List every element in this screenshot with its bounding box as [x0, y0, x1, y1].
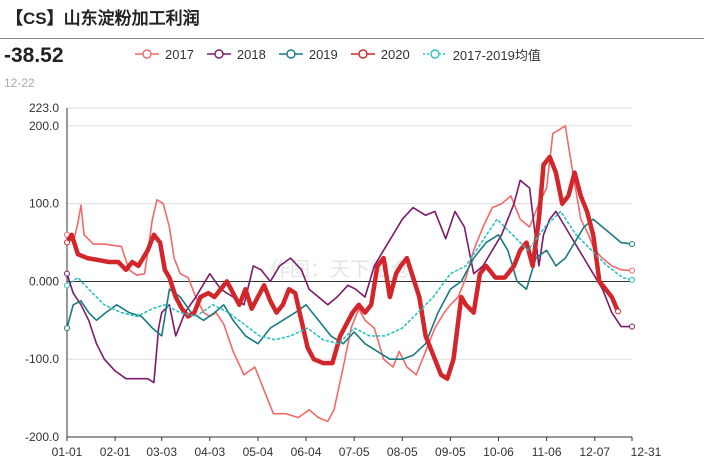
x-tick-label: 09-05: [435, 445, 466, 459]
legend-swatch-icon: [135, 49, 159, 59]
legend-item[interactable]: 2017-2019均值: [422, 45, 541, 64]
latest-date: 12-22: [4, 76, 35, 90]
series-2020: [64, 154, 622, 381]
legend-item[interactable]: 2018: [206, 47, 266, 62]
x-tick-label: 01-01: [52, 445, 83, 459]
series-line: [64, 154, 621, 381]
latest-value: -38.52: [4, 44, 64, 67]
y-tick-label: 200.0: [29, 119, 59, 133]
y-tick-label: 100.0: [29, 197, 59, 211]
legend-item[interactable]: 2019: [278, 47, 338, 62]
chart-legend: 2017 2018 2019 2020 2017-2019均值: [134, 44, 553, 64]
series-line: [66, 179, 633, 384]
series-start-marker: [64, 239, 70, 246]
page-title: 【CS】山东淀粉加工利润: [6, 9, 200, 28]
x-tick-label: 10-06: [483, 445, 514, 459]
series-line: [66, 218, 633, 360]
series-end-marker: [629, 323, 635, 330]
series-2017-2019均值: [64, 210, 635, 345]
x-tick-label: 02-01: [100, 445, 131, 459]
series-end-marker: [629, 276, 635, 283]
series-start-marker: [64, 325, 70, 332]
legend-label: 2020: [380, 46, 410, 62]
y-tick-label: 0.000: [29, 274, 59, 288]
series-start-marker: [64, 270, 70, 277]
series-end-marker: [629, 241, 635, 248]
x-tick-label: 07-05: [339, 445, 370, 459]
x-tick-label: 12-31: [631, 445, 662, 459]
legend-item[interactable]: 2017: [134, 47, 194, 62]
x-tick-label: 12-07: [579, 445, 610, 459]
legend-label: 2018: [236, 46, 266, 62]
legend-label: 2019: [308, 46, 338, 62]
x-tick-label: 03-03: [146, 445, 177, 459]
title-divider: [0, 38, 704, 39]
legend-swatch-icon: [206, 49, 231, 59]
y-tick-label: 223.0: [29, 101, 59, 115]
y-tick-label: -100.0: [25, 352, 59, 366]
series-end-marker: [615, 308, 622, 315]
x-tick-label: 08-05: [387, 445, 418, 459]
series-2019: [64, 218, 635, 360]
x-tick-label: 11-06: [532, 445, 562, 459]
legend-label: 2017-2019均值: [452, 47, 541, 63]
legend-swatch-icon: [278, 49, 303, 59]
legend-label: 2017: [165, 46, 194, 62]
series-line: [66, 210, 633, 345]
legend-item[interactable]: 2020: [350, 47, 410, 62]
legend-swatch-icon: [350, 49, 375, 59]
y-tick-label: -200.0: [25, 430, 59, 444]
legend-swatch-icon: [422, 49, 447, 59]
series-start-marker: [64, 282, 70, 289]
x-tick-label: 05-04: [243, 445, 274, 459]
x-tick-label: 06-04: [291, 445, 322, 459]
series-2018: [64, 179, 635, 384]
series-end-marker: [629, 267, 635, 274]
x-tick-label: 04-03: [194, 445, 225, 459]
